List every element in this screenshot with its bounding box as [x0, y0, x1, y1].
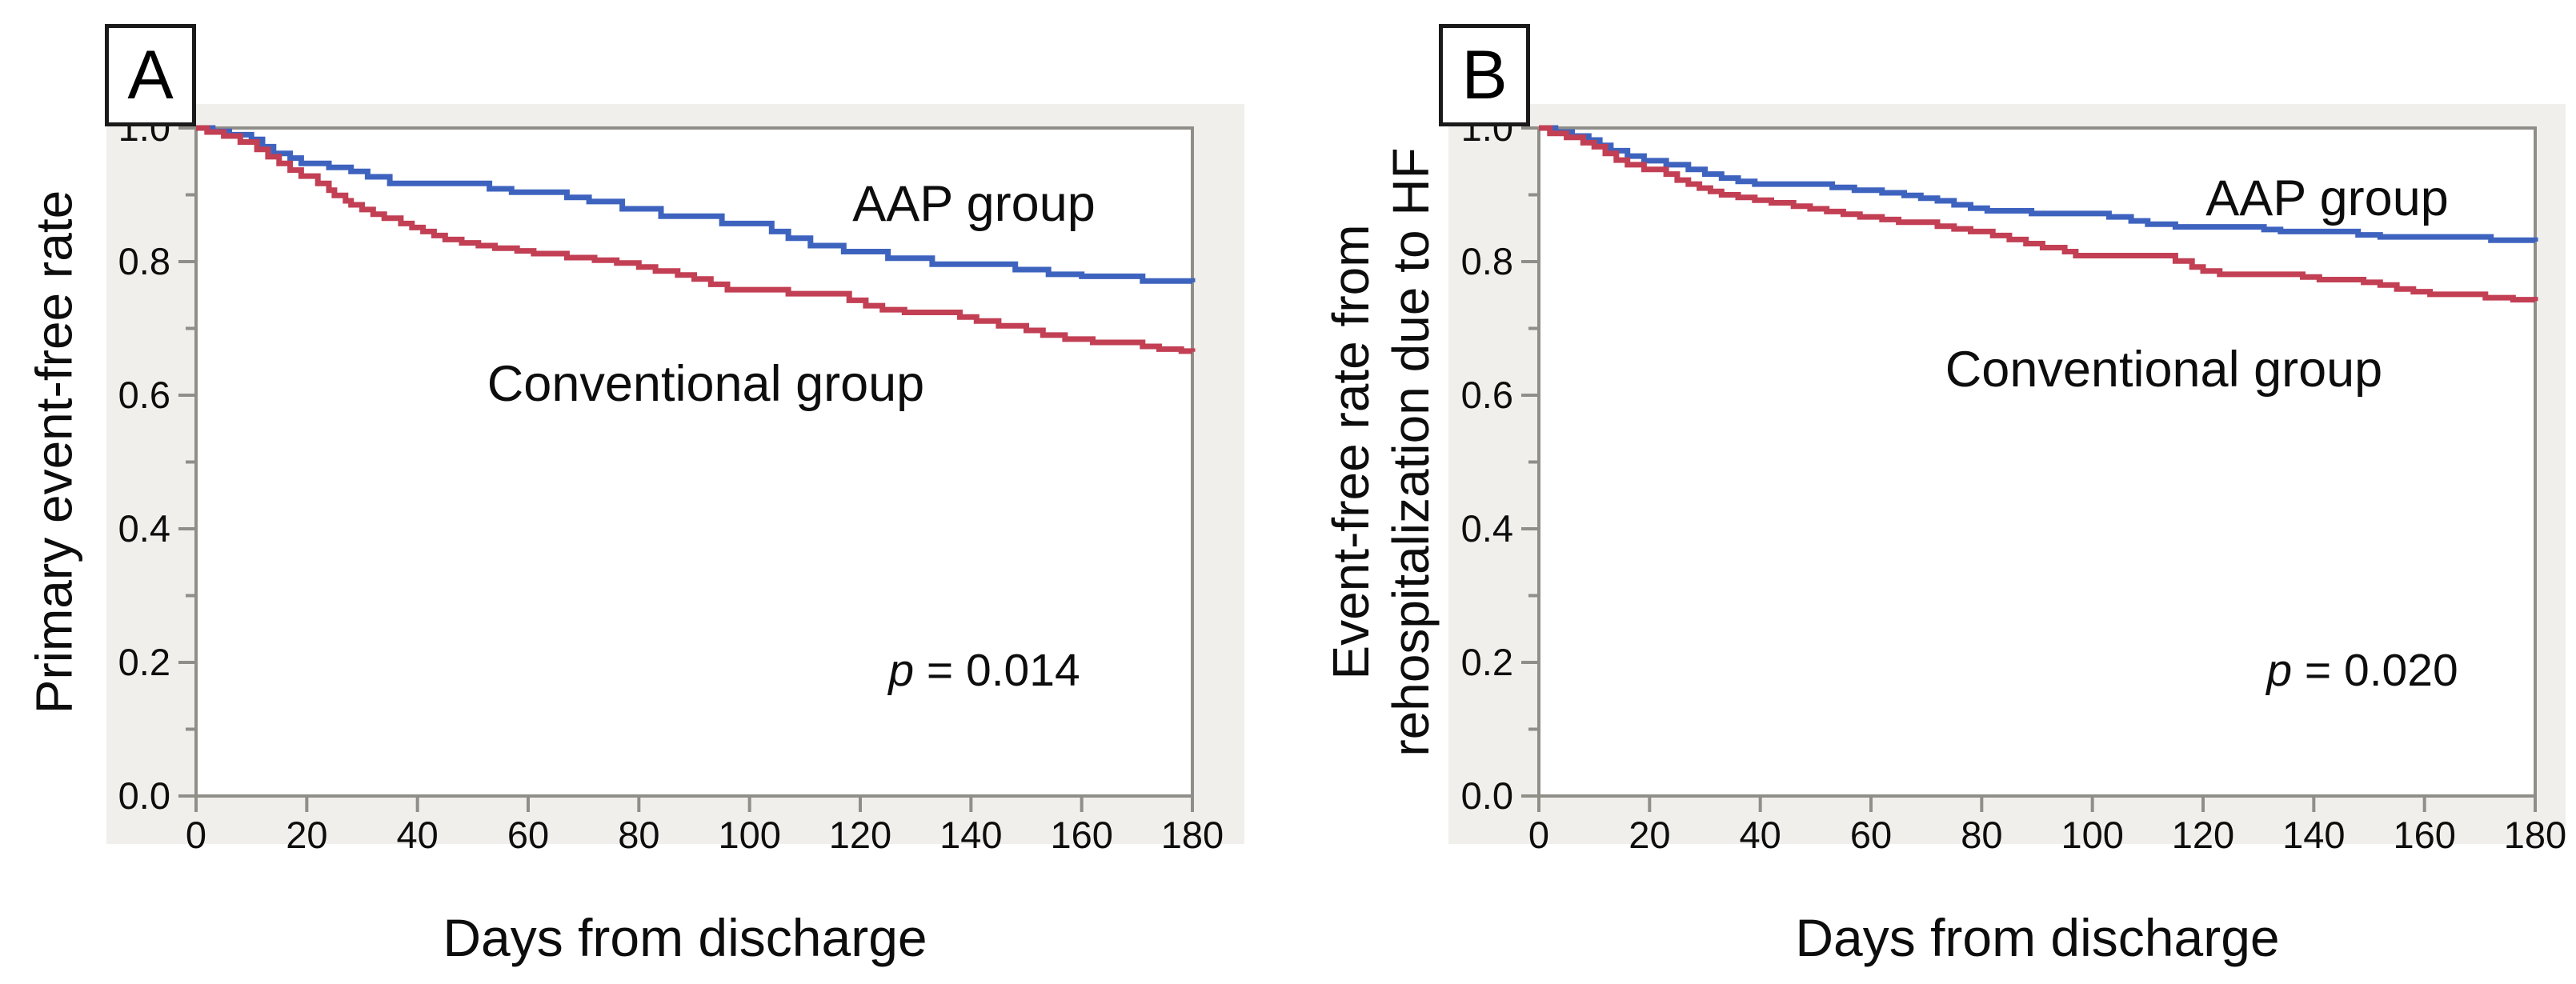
panel-b-x-axis-title: Days from discharge	[1795, 908, 2280, 967]
panel-a-series-label-aap: AAP group	[852, 176, 1096, 232]
km-curve-aap	[1539, 125, 2538, 243]
panel-a-p-symbol: p	[888, 645, 915, 696]
panel-a-y-axis-title-line: Primary event-free rate	[25, 190, 83, 714]
y-axis-tick-label: 0.0	[118, 774, 170, 817]
x-axis-tick-label: 0	[186, 814, 206, 856]
x-axis-tick-label: 120	[2172, 814, 2234, 856]
panel-b-y-axis-title-line2: rehospitalization due to HF	[1382, 147, 1440, 757]
x-axis-tick-label: 60	[1850, 814, 1892, 856]
panel-a-series-label-conventional: Conventional group	[487, 356, 925, 412]
x-axis-tick-label: 140	[939, 814, 1002, 856]
x-axis-tick-label: 60	[507, 814, 549, 856]
panel-a-y-axis-title: Primary event-free rate	[25, 190, 85, 714]
x-axis-tick-label: 180	[2504, 814, 2566, 856]
x-axis-tick-label: 160	[2393, 814, 2455, 856]
x-axis-tick-label: 80	[1961, 814, 2002, 856]
panel-a-p-text: = 0.014	[914, 645, 1080, 696]
x-axis-tick-label: 140	[2282, 814, 2345, 856]
x-axis-tick-label: 40	[1740, 814, 1781, 856]
km-curve-aap	[196, 125, 1196, 284]
y-axis-tick-label: 0.6	[1461, 374, 1513, 416]
y-axis-tick-label: 0.8	[1461, 240, 1513, 282]
panel-b-series-label-aap: AAP group	[2205, 170, 2449, 226]
y-axis-tick-label: 0.4	[118, 507, 170, 550]
x-axis-tick-label: 100	[2061, 814, 2123, 856]
x-axis-tick-label: 160	[1050, 814, 1112, 856]
panel-a-x-axis-title: Days from discharge	[443, 908, 927, 967]
panel-b-letter: B	[1439, 24, 1530, 126]
x-axis-tick-label: 20	[1629, 814, 1670, 856]
y-axis-tick-label: 0.2	[118, 641, 170, 683]
panel-a-p-value: p = 0.014	[888, 644, 1080, 697]
y-axis-tick-label: 0.6	[118, 374, 170, 416]
km-curve-conventional	[1539, 125, 2538, 303]
x-axis-tick-label: 0	[1528, 814, 1549, 856]
panel-b-p-value: p = 0.020	[2266, 644, 2458, 697]
km-curve-conventional	[196, 125, 1196, 354]
x-axis-tick-label: 40	[397, 814, 439, 856]
y-axis-tick-label: 0.2	[1461, 641, 1513, 683]
x-axis-tick-label: 100	[718, 814, 780, 856]
y-axis-tick-label: 0.0	[1461, 774, 1513, 817]
panel-b-y-axis-title-line1: Event-free rate from	[1322, 224, 1380, 680]
panel-b-p-text: = 0.020	[2292, 645, 2458, 696]
panel-b-y-axis-title: Event-free rate from rehospitalization d…	[1321, 147, 1441, 756]
panel-a-letter: A	[105, 24, 196, 126]
plot-frame	[194, 126, 1194, 798]
x-axis-tick-label: 20	[286, 814, 327, 856]
x-axis-tick-label: 80	[618, 814, 659, 856]
y-axis-tick-label: 0.4	[1461, 507, 1513, 550]
x-axis-tick-label: 180	[1161, 814, 1224, 856]
plot-inner-area	[196, 128, 1192, 796]
x-axis-tick-label: 120	[829, 814, 891, 856]
plot-frame	[1537, 126, 2537, 798]
y-axis-tick-label: 0.8	[118, 240, 170, 282]
plot-inner-area	[1539, 128, 2535, 796]
panel-b-p-symbol: p	[2266, 645, 2293, 696]
panel-b-series-label-conventional: Conventional group	[1945, 342, 2383, 398]
